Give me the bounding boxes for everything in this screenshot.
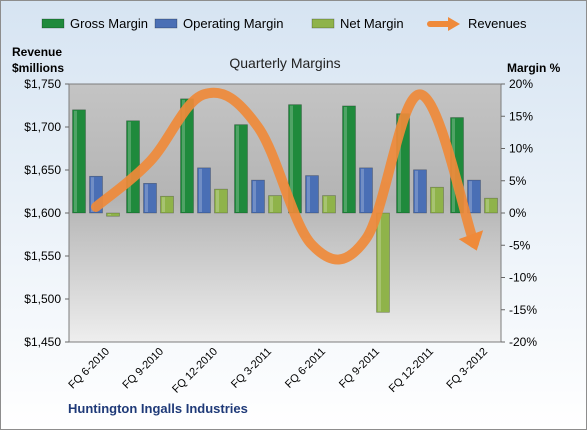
bar-operating-margin <box>197 167 211 214</box>
right-tick-label: 15% <box>509 109 533 123</box>
bar-net-margin <box>268 195 282 214</box>
bar-highlight <box>469 181 472 212</box>
revenue-line <box>91 87 479 265</box>
bar-highlight <box>128 121 131 212</box>
bar-net-margin <box>214 188 228 214</box>
bar-net-margin <box>484 197 498 214</box>
chart-title: Quarterly Margins <box>229 55 340 71</box>
bar-highlight <box>361 168 364 212</box>
left-tick-label: $1,750 <box>24 77 61 91</box>
bar-highlight <box>182 99 185 212</box>
bar-net-margin <box>106 212 120 217</box>
revenue-line-group <box>91 87 484 265</box>
legend-swatch-gross-margin <box>41 18 65 29</box>
bar-highlight <box>324 196 327 212</box>
right-tick-label: 0% <box>509 206 527 220</box>
right-tick-label: -20% <box>509 335 537 349</box>
legend-arrow <box>448 17 460 31</box>
legend: Gross Margin Operating Margin Net Margin Re… <box>41 16 527 31</box>
bar-net-margin <box>376 212 390 313</box>
left-tick-label: $1,650 <box>24 163 61 177</box>
bar-operating-margin <box>143 183 157 214</box>
bar-operating-margin <box>413 169 427 214</box>
bar-highlight <box>74 110 77 212</box>
right-tick-label: -10% <box>509 271 537 285</box>
bar-gross-margin <box>342 105 356 214</box>
bars <box>72 98 498 313</box>
bar-net-margin <box>430 186 444 214</box>
right-tick-label: 20% <box>509 77 533 91</box>
bar-highlight <box>378 214 381 312</box>
bar-highlight <box>199 168 202 212</box>
bar-operating-margin <box>359 167 373 214</box>
bar-highlight <box>162 197 165 212</box>
bar-highlight <box>307 176 310 212</box>
company-name: Huntington Ingalls Industries <box>68 401 248 416</box>
bar-highlight <box>290 105 293 212</box>
bar-highlight <box>145 184 148 212</box>
bar-operating-margin <box>305 175 319 214</box>
right-tick-label: -15% <box>509 303 537 317</box>
bar-highlight <box>236 125 239 212</box>
bar-gross-margin <box>180 98 194 214</box>
bar-highlight <box>216 190 219 212</box>
legend-label: Net Margin <box>340 16 404 31</box>
right-tick-label: -5% <box>509 238 531 252</box>
bar-highlight <box>415 170 418 212</box>
left-tick-label: $1,500 <box>24 292 61 306</box>
bar-net-margin <box>322 195 336 214</box>
bar-highlight <box>398 114 401 212</box>
bar-highlight <box>108 214 111 216</box>
left-tick-label: $1,450 <box>24 335 61 349</box>
bar-gross-margin <box>234 124 248 214</box>
bar-operating-margin <box>251 179 265 214</box>
bar-gross-margin <box>72 109 86 214</box>
legend-label: Gross Margin <box>70 16 148 31</box>
left-tick-label: $1,700 <box>24 120 61 134</box>
bar-highlight <box>270 196 273 212</box>
bar-highlight <box>344 106 347 212</box>
revenue-arrowhead <box>458 230 484 251</box>
right-tick-label: 5% <box>509 174 527 188</box>
left-axis-label-line1: Revenue <box>12 45 62 59</box>
left-tick-label: $1,550 <box>24 249 61 263</box>
bar-operating-margin <box>467 179 481 214</box>
bar-highlight <box>486 199 489 212</box>
legend-swatch-net-margin <box>311 18 335 29</box>
legend-swatch-operating-margin <box>154 18 178 29</box>
bar-highlight <box>91 177 94 212</box>
bar-highlight <box>253 181 256 212</box>
plot-area <box>68 83 502 343</box>
bar-net-margin <box>160 195 174 214</box>
right-tick-label: 10% <box>509 142 533 156</box>
legend-label: Revenues <box>468 16 527 31</box>
left-tick-label: $1,600 <box>24 206 61 220</box>
left-axis-label-line2: $millions <box>12 61 64 75</box>
right-axis-label: Margin % <box>507 61 561 75</box>
bar-highlight <box>432 188 435 212</box>
legend-label: Operating Margin <box>183 16 283 31</box>
